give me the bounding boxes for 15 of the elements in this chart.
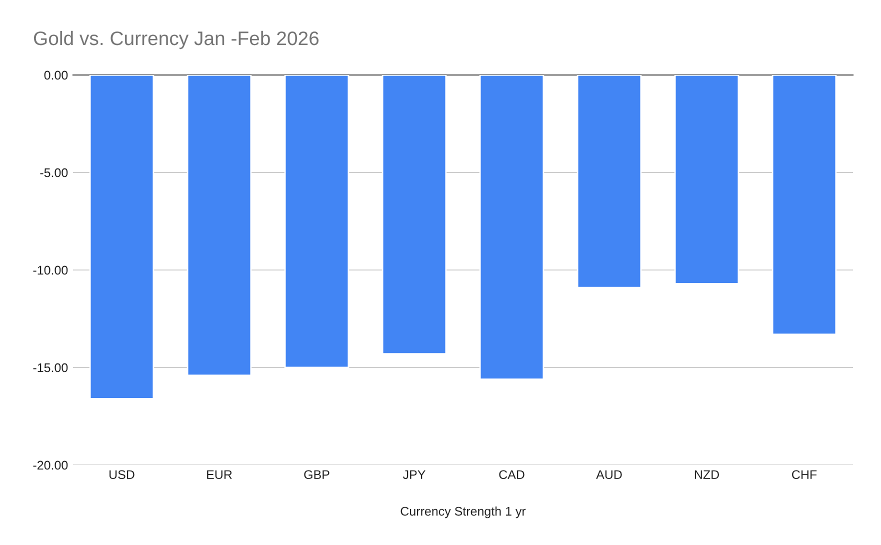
y-tick-label: 0.00 xyxy=(44,70,68,80)
x-tick-label: GBP xyxy=(304,470,330,480)
y-tick-label: -15.00 xyxy=(33,363,68,372)
chart-title: Gold vs. Currency Jan -Feb 2026 xyxy=(34,30,319,50)
x-tick-label: CHF xyxy=(792,470,817,480)
x-tick-label: EUR xyxy=(207,470,232,480)
y-tick-label: -20.00 xyxy=(33,460,68,470)
x-tick-label: NZD xyxy=(694,470,719,479)
y-tick-label: -10.00 xyxy=(33,266,68,275)
x-tick-label: AUD xyxy=(596,470,622,480)
x-tick-label: USD xyxy=(110,470,134,480)
x-tick-label: JPY xyxy=(402,470,426,480)
x-tick-label: CAD xyxy=(499,470,524,480)
x-axis-title: Currency Strength 1 yr xyxy=(400,506,526,518)
y-tick-label: -5.00 xyxy=(40,168,68,178)
